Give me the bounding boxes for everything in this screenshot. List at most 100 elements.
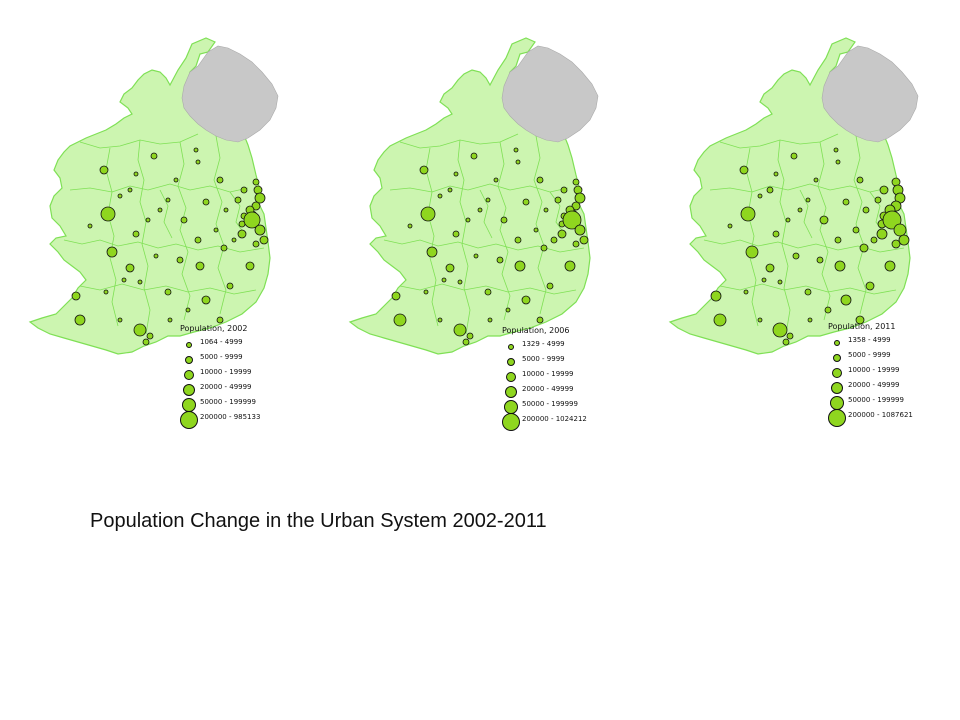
- town-marker: [790, 152, 798, 160]
- town-marker: [571, 201, 581, 211]
- town-marker: [533, 227, 539, 233]
- legend-symbol: [828, 409, 846, 427]
- town-marker: [231, 237, 237, 243]
- town-marker: [133, 323, 147, 337]
- legend-row: 50000 - 199999: [828, 396, 948, 410]
- town-marker: [891, 239, 901, 249]
- county-boundary: [425, 147, 439, 327]
- town-marker: [797, 207, 803, 213]
- county-boundary: [777, 139, 791, 335]
- county-boundary: [137, 139, 151, 335]
- legend-symbol: [184, 370, 194, 380]
- town-marker: [237, 229, 247, 239]
- town-marker: [457, 279, 463, 285]
- town-marker: [137, 279, 143, 285]
- town-marker: [445, 263, 455, 273]
- town-marker: [807, 317, 813, 323]
- town-marker: [195, 261, 205, 271]
- town-marker: [805, 197, 811, 203]
- legend-title: Population, 2002: [180, 324, 248, 333]
- county-boundary: [719, 283, 897, 295]
- town-marker: [234, 196, 242, 204]
- town-marker: [133, 171, 139, 177]
- town-marker: [462, 338, 470, 346]
- county-boundary: [533, 135, 547, 315]
- town-marker: [757, 193, 763, 199]
- map-panel-2006: Population, 2006 1329 - 4999 5000 - 9999 1…: [340, 30, 640, 440]
- town-marker: [103, 289, 109, 295]
- town-marker: [792, 252, 800, 260]
- town-marker: [740, 206, 756, 222]
- legend-label: 10000 - 19999: [848, 366, 900, 374]
- legend-row: 5000 - 9999: [502, 355, 622, 369]
- town-marker: [816, 256, 824, 264]
- map-panel-2002: Population, 2002 1064 - 4999 5000 - 9999 1…: [20, 30, 320, 440]
- town-marker: [453, 171, 459, 177]
- county-boundary: [817, 141, 831, 321]
- town-marker: [423, 289, 429, 295]
- town-marker: [876, 228, 888, 240]
- town-marker: [452, 230, 460, 238]
- legend-row: 20000 - 49999: [502, 385, 622, 399]
- town-marker: [391, 291, 401, 301]
- town-marker: [493, 177, 499, 183]
- town-marker: [560, 186, 568, 194]
- town-marker: [786, 332, 794, 340]
- town-marker: [862, 206, 870, 214]
- town-marker: [813, 177, 819, 183]
- town-marker: [536, 316, 544, 324]
- town-marker: [773, 171, 779, 177]
- county-boundary: [709, 183, 889, 193]
- ireland-map: [668, 37, 919, 355]
- map-legend: Population, 2006 1329 - 4999 5000 - 9999 1…: [502, 326, 637, 436]
- county-boundary: [69, 183, 249, 193]
- town-marker: [252, 178, 260, 186]
- town-marker: [473, 253, 479, 259]
- town-marker: [496, 256, 504, 264]
- town-marker: [564, 260, 576, 272]
- legend-label: 5000 - 9999: [848, 351, 891, 359]
- legend-label: 10000 - 19999: [522, 370, 574, 378]
- town-marker: [574, 192, 586, 204]
- legend-label: 5000 - 9999: [522, 355, 565, 363]
- town-marker: [393, 313, 407, 327]
- town-marker: [835, 159, 841, 165]
- town-marker: [420, 206, 436, 222]
- legend-row: 200000 - 985133: [180, 411, 300, 429]
- legend-row: 50000 - 199999: [180, 398, 300, 412]
- legend-label: 200000 - 1024212: [522, 415, 587, 423]
- map-panel-2011: Population, 2011 1358 - 4999 5000 - 9999 1…: [660, 30, 960, 440]
- legend-row: 10000 - 19999: [180, 368, 300, 382]
- town-marker: [243, 211, 261, 229]
- town-marker: [757, 317, 763, 323]
- town-marker: [856, 176, 864, 184]
- county-boundary: [159, 189, 173, 239]
- town-marker: [536, 176, 544, 184]
- legend-row: 5000 - 9999: [180, 353, 300, 367]
- town-marker: [127, 187, 133, 193]
- town-marker: [470, 152, 478, 160]
- legend-symbol: [506, 372, 516, 382]
- town-marker: [766, 186, 774, 194]
- town-marker: [765, 263, 775, 273]
- town-marker: [100, 206, 116, 222]
- legend-symbol: [832, 368, 842, 378]
- legend-row: 200000 - 1024212: [502, 413, 622, 431]
- town-marker: [165, 197, 171, 203]
- town-marker: [505, 307, 511, 313]
- town-marker: [739, 165, 749, 175]
- legend-symbol: [183, 384, 195, 396]
- town-marker: [893, 223, 907, 237]
- legend-label: 20000 - 49999: [848, 381, 900, 389]
- town-marker: [785, 217, 791, 223]
- legend-symbol: [182, 398, 196, 412]
- town-marker: [874, 196, 882, 204]
- town-marker: [185, 307, 191, 313]
- town-marker: [484, 288, 492, 296]
- town-marker: [74, 314, 86, 326]
- town-marker: [117, 193, 123, 199]
- legend-symbol: [180, 411, 198, 429]
- legend-row: 5000 - 9999: [828, 351, 948, 365]
- town-marker: [521, 295, 531, 305]
- town-marker: [852, 226, 860, 234]
